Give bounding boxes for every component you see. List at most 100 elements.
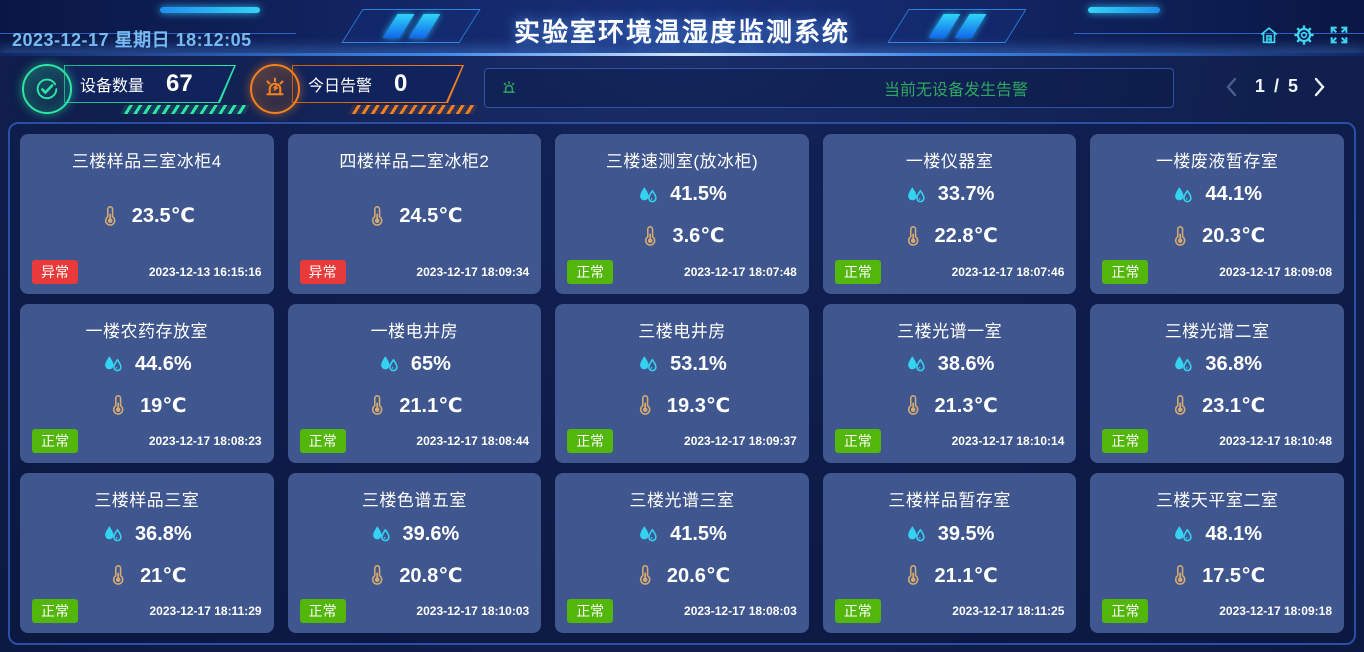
temperature-reading: 19.3℃ [567, 393, 797, 418]
humidity-reading: 44.1% [1102, 183, 1332, 206]
device-card-grid: 三楼样品三室冰柜4 23.5℃ 异常 2023-12-13 16:15:16 四… [20, 134, 1344, 633]
card-footer: 正常 2023-12-17 18:10:48 [1102, 429, 1332, 454]
temperature-reading: 21.1℃ [300, 393, 530, 418]
temperature-reading: 21.1℃ [835, 563, 1065, 588]
device-card[interactable]: 三楼天平室二室 48.1% 17.5℃ 正常 2023 [1090, 473, 1344, 633]
timestamp: 2023-12-17 18:10:48 [1219, 434, 1332, 449]
card-readings: 23.5℃ [32, 172, 262, 260]
water-drops-icon [105, 526, 122, 542]
timestamp: 2023-12-17 18:08:03 [684, 604, 797, 618]
water-drops-icon [1175, 187, 1192, 203]
page-separator: / [1273, 76, 1281, 96]
temperature-value: 3.6℃ [672, 225, 725, 248]
timestamp: 2023-12-17 18:07:46 [951, 264, 1065, 279]
status-badge: 异常 [32, 259, 78, 284]
page-total: 5 [1287, 76, 1300, 96]
header-datetime: 2023-12-17 星期日 18:12:05 [12, 30, 252, 50]
device-card[interactable]: 四楼样品二室冰柜2 24.5℃ 异常 2023-12-17 18:09:34 [287, 134, 542, 294]
humidity-reading: 36.8% [32, 523, 262, 546]
device-count-value: 67 [166, 70, 193, 97]
humidity-reading: 41.5% [567, 523, 797, 546]
card-readings: 44.1% 20.3℃ [1102, 172, 1332, 260]
card-readings: 36.8% 23.1℃ [1102, 342, 1332, 430]
status-badge: 正常 [567, 429, 614, 454]
water-drops-icon [907, 526, 925, 542]
temperature-reading: 21.3℃ [835, 393, 1065, 418]
water-drops-icon [380, 356, 398, 372]
water-drops-icon [907, 187, 925, 203]
device-card[interactable]: 三楼样品暂存室 39.5% 21.1℃ 正常 2023 [822, 473, 1077, 633]
fullscreen-icon[interactable] [1328, 24, 1350, 46]
siren-icon [499, 78, 519, 98]
device-grid-panel: 三楼样品三室冰柜4 23.5℃ 异常 2023-12-13 16:15:16 四… [8, 122, 1356, 645]
pagination: 1 / 5 [1225, 76, 1344, 97]
card-readings: 44.6% 19℃ [32, 342, 262, 430]
humidity-value: 41.5% [670, 183, 727, 206]
water-drops-icon [372, 526, 390, 542]
device-card[interactable]: 三楼样品三室 36.8% 21℃ 正常 2023-12 [20, 473, 274, 633]
water-drops-icon [640, 356, 657, 372]
status-badge: 正常 [32, 429, 78, 454]
card-footer: 正常 2023-12-17 18:11:25 [834, 599, 1064, 623]
settings-icon[interactable] [1293, 24, 1315, 46]
timestamp: 2023-12-17 18:09:34 [416, 264, 530, 279]
card-readings: 39.5% 21.1℃ [835, 511, 1065, 599]
timestamp: 2023-12-17 18:10:03 [416, 604, 530, 618]
humidity-value: 36.8% [1205, 352, 1263, 375]
humidity-value: 44.6% [134, 352, 192, 375]
temperature-reading: 20.6℃ [567, 563, 797, 588]
stats-row: 设备数量 67 今日告警 0 [0, 64, 1364, 122]
card-readings: 41.5% 20.6℃ [567, 511, 797, 599]
next-page-button[interactable] [1314, 77, 1330, 97]
room-name: 三楼天平室二室 [1155, 491, 1279, 511]
thermometer-icon [1175, 395, 1186, 416]
device-card[interactable]: 三楼速测室(放冰柜) 41.5% 3.6℃ 正常 20 [555, 134, 809, 294]
water-drops-icon [640, 187, 657, 203]
device-card[interactable]: 三楼色谱五室 39.6% 20.8℃ 正常 2023- [287, 473, 542, 633]
room-name: 四楼样品二室冰柜2 [339, 152, 490, 171]
thermometer-icon [1175, 565, 1186, 585]
card-readings: 36.8% 21℃ [32, 511, 262, 599]
status-badge: 正常 [1102, 259, 1149, 284]
header-toolbar [1258, 24, 1350, 46]
timestamp: 2023-12-17 18:09:18 [1219, 604, 1332, 618]
alarm-light-icon [250, 64, 300, 114]
temperature-value: 22.8℃ [934, 225, 998, 248]
thermometer-icon [372, 565, 383, 585]
timestamp: 2023-12-17 18:09:37 [684, 434, 797, 449]
device-card[interactable]: 三楼电井房 53.1% 19.3℃ 正常 2023-1 [555, 303, 809, 464]
thermometer-icon [639, 565, 651, 585]
water-drops-icon [1175, 356, 1192, 372]
temperature-reading: 23.1℃ [1102, 393, 1332, 418]
status-badge: 正常 [567, 599, 614, 623]
thermometer-icon [372, 205, 383, 226]
device-stat-hatch [120, 105, 250, 114]
device-card[interactable]: 三楼样品三室冰柜4 23.5℃ 异常 2023-12-13 16:15:16 [20, 134, 274, 294]
device-card[interactable]: 三楼光谱二室 36.8% 23.1℃ 正常 2023- [1090, 303, 1344, 464]
water-drops-icon [907, 356, 925, 372]
home-icon[interactable] [1258, 24, 1280, 46]
header: 2023-12-17 星期日 18:12:05 实验室环境温湿度监测系统 [0, 0, 1364, 56]
water-drops-icon [640, 526, 657, 542]
device-card[interactable]: 三楼光谱一室 38.6% 21.3℃ 正常 2023- [822, 303, 1077, 464]
card-footer: 正常 2023-12-17 18:09:08 [1102, 259, 1332, 284]
room-name: 一楼废液暂存室 [1155, 152, 1279, 171]
device-card[interactable]: 一楼电井房 65% 21.1℃ 正常 2023-12- [287, 303, 542, 464]
room-name: 三楼速测室(放冰柜) [605, 152, 759, 171]
alarm-stat-hatch [348, 105, 478, 114]
device-card[interactable]: 三楼光谱三室 41.5% 20.6℃ 正常 2023- [555, 473, 809, 633]
device-card[interactable]: 一楼废液暂存室 44.1% 20.3℃ 正常 2023 [1090, 134, 1344, 294]
status-badge: 正常 [32, 599, 78, 623]
device-card[interactable]: 一楼仪器室 33.7% 22.8℃ 正常 2023-1 [822, 134, 1077, 294]
temperature-value: 20.6℃ [666, 564, 731, 587]
room-name: 三楼样品三室冰柜4 [71, 152, 222, 171]
device-card[interactable]: 一楼农药存放室 44.6% 19℃ 正常 2023-1 [20, 303, 274, 464]
thermometer-icon [112, 565, 124, 585]
temperature-value: 21.1℃ [934, 564, 998, 587]
thermometer-icon [1175, 225, 1186, 246]
room-name: 三楼电井房 [638, 321, 726, 341]
humidity-reading: 39.5% [835, 523, 1065, 546]
card-footer: 异常 2023-12-17 18:09:34 [299, 259, 530, 284]
status-badge: 正常 [299, 429, 346, 454]
prev-page-button[interactable] [1225, 77, 1241, 97]
